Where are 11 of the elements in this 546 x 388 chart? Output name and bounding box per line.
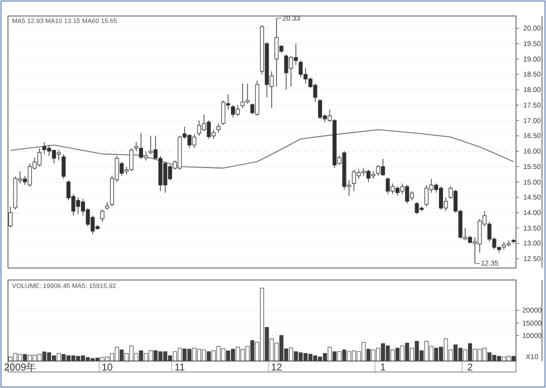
x-tick-label: 11 [174, 362, 186, 374]
x-tick-label: 1 [380, 362, 386, 374]
candlestick [216, 123, 220, 134]
candlestick [8, 206, 12, 228]
line-series [10, 129, 514, 169]
candlestick [100, 209, 104, 222]
x-tick-label: 10 [102, 362, 114, 374]
x-tick-label: 2 [467, 362, 474, 374]
candlestick [62, 154, 66, 180]
x-tick-label: 2009年 [4, 362, 36, 374]
x-tick-label: 12 [270, 362, 283, 374]
